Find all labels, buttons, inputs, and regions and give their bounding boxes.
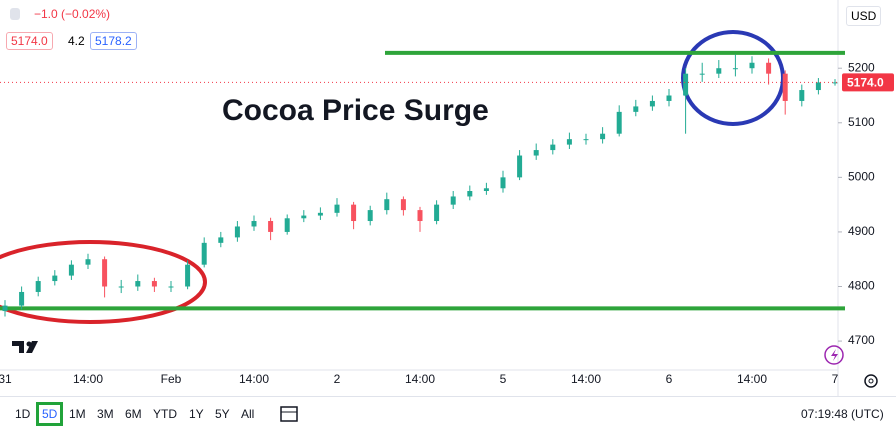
candle-body <box>566 139 572 145</box>
range-button[interactable]: YTD <box>153 407 177 421</box>
candle-body <box>417 210 423 222</box>
candle-body <box>799 90 805 101</box>
tv-logo <box>12 341 38 353</box>
candle-body <box>649 100 655 107</box>
candle-body <box>218 237 224 243</box>
candle-body <box>699 73 705 75</box>
currency-select[interactable]: USD <box>846 6 882 26</box>
x-tick-label: 6 <box>666 372 673 386</box>
candle-body <box>118 286 124 288</box>
x-tick-label: Feb <box>161 372 182 386</box>
x-tick-label: 5 <box>500 372 507 386</box>
candle-body <box>600 133 606 140</box>
candle-body <box>68 264 74 276</box>
range-button[interactable]: 5Y <box>215 407 230 421</box>
candle-body <box>317 212 323 216</box>
lightning-button[interactable] <box>824 345 844 365</box>
candle-body <box>583 139 589 141</box>
candle-body <box>234 226 240 238</box>
highlight-ellipse <box>681 30 785 126</box>
settings-button[interactable] <box>864 374 878 388</box>
y-tick-label: 4700 <box>848 333 875 347</box>
candle-body <box>201 242 207 265</box>
candle-body <box>483 188 489 192</box>
candle-body <box>2 305 8 312</box>
candle-body <box>450 196 456 205</box>
candle-body <box>616 111 622 134</box>
last-price-label: 5174.0 <box>847 76 884 90</box>
candle-body <box>168 286 174 288</box>
price-change: −1.0 (−0.02%) <box>34 7 111 21</box>
x-tick-label: 31 <box>0 372 12 386</box>
ask-price[interactable]: 5178.2 <box>90 32 137 50</box>
candle-body <box>301 215 307 219</box>
candle-body <box>633 106 639 112</box>
y-tick-label: 4900 <box>848 224 875 238</box>
candle-body <box>550 144 556 151</box>
toolbar: 07:19:48 (UTC) 1D 5D 1M 3M 6M YTD 1Y 5Y All <box>0 396 896 430</box>
candle-body <box>533 150 539 156</box>
candle-body <box>384 199 390 211</box>
range-button[interactable]: All <box>241 407 255 421</box>
candle-body <box>749 62 755 69</box>
candle-body <box>102 259 108 287</box>
candle-body <box>151 281 157 287</box>
candle-body <box>782 73 788 101</box>
y-tick-label: 5100 <box>848 115 875 129</box>
x-tick-label: 14:00 <box>571 372 601 386</box>
candle-body <box>666 95 672 101</box>
candle-body <box>268 221 274 232</box>
range-button[interactable]: 1Y <box>189 407 204 421</box>
candle-body <box>52 275 58 282</box>
candle-body <box>832 82 838 84</box>
collapse-button[interactable] <box>10 8 20 20</box>
candle-body <box>351 204 357 222</box>
x-tick-label: 14:00 <box>405 372 435 386</box>
candle-body <box>434 204 440 222</box>
spread: 4.2 <box>68 34 85 48</box>
y-tick-label: 4800 <box>848 279 875 293</box>
x-tick-label: 14:00 <box>73 372 103 386</box>
range-button[interactable]: 5D <box>36 402 64 426</box>
chart-title: Cocoa Price Surge <box>222 94 489 127</box>
y-tick-label: 5200 <box>848 60 875 74</box>
candle-body <box>251 221 257 227</box>
range-button[interactable]: 6M <box>125 407 142 421</box>
candle-body <box>716 68 722 74</box>
candle-body <box>683 73 689 96</box>
highlight-ellipse <box>0 240 207 324</box>
x-tick-label: 7 <box>832 372 839 386</box>
candle-body <box>732 68 738 70</box>
candle-body <box>517 155 523 178</box>
calendar-icon[interactable] <box>278 403 302 425</box>
candle-body <box>185 264 191 287</box>
bid-price[interactable]: 5174.0 <box>6 32 53 50</box>
candle-body <box>135 281 141 287</box>
candle-body <box>367 210 373 222</box>
candle-body <box>284 218 290 232</box>
candle-body <box>500 177 506 189</box>
x-tick-label: 2 <box>334 372 341 386</box>
range-button[interactable]: 1D <box>15 407 31 421</box>
candle-body <box>766 62 772 74</box>
x-tick-label: 14:00 <box>239 372 269 386</box>
candle-body <box>467 191 473 197</box>
candle-body <box>815 82 821 91</box>
candle-body <box>400 199 406 211</box>
candle-body <box>85 259 91 265</box>
range-button[interactable]: 1M <box>69 407 86 421</box>
x-tick-label: 14:00 <box>737 372 767 386</box>
candle-body <box>334 204 340 213</box>
candle-body <box>35 281 41 292</box>
y-tick-label: 5000 <box>848 170 875 184</box>
candle-body <box>19 291 25 306</box>
chart: Cocoa Price Surge 4700480049005000510052… <box>0 0 894 396</box>
clock: 07:19:48 (UTC) <box>801 407 884 421</box>
last-price-box <box>842 73 894 92</box>
range-button[interactable]: 3M <box>97 407 114 421</box>
